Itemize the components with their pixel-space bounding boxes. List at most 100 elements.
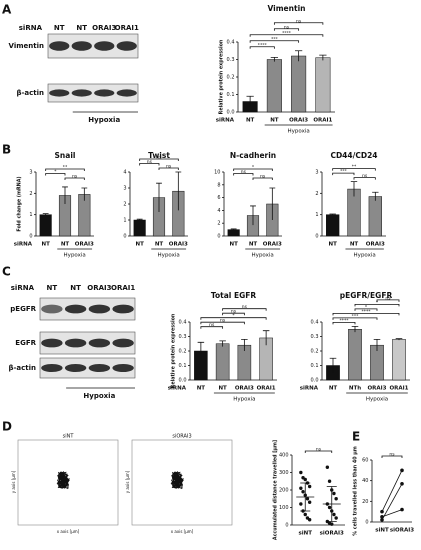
y-axis-label: Relative protein expression (171, 313, 177, 388)
error-bar (175, 171, 182, 211)
error-bar (136, 218, 143, 221)
group-label: Hypoxia (354, 253, 376, 259)
panel-label: D (2, 420, 12, 434)
pair-line (381, 509, 403, 518)
blot-band (112, 364, 134, 372)
y-tick-label: 0.1 (179, 363, 187, 369)
y-tick-label: 8 (217, 182, 220, 188)
x-prefix: siRNA (300, 386, 319, 392)
blot-band (64, 338, 87, 348)
blot-band (41, 364, 63, 372)
data-point (299, 486, 303, 490)
data-point (303, 477, 307, 482)
x-tick-label: NT (328, 242, 337, 248)
y-tick-label: 200 (279, 488, 289, 494)
data-point (330, 522, 334, 526)
panel-label: A (2, 3, 12, 17)
x-tick-label: NT (229, 242, 238, 248)
bar (291, 55, 307, 113)
sig-bracket (249, 46, 275, 49)
group-label: Hypoxia (288, 129, 310, 135)
sig-label: ns (72, 175, 78, 180)
data-point (299, 470, 303, 475)
y-tick-label: 3 (29, 170, 32, 176)
blot-frame (39, 297, 136, 321)
data-point (400, 507, 404, 512)
y-tick-label: 0.4 (179, 320, 187, 326)
x-tick-label: NT (246, 118, 255, 124)
blot-band (41, 338, 63, 348)
sig-bracket (332, 317, 378, 320)
x-prefix: siRNA (14, 242, 33, 248)
sig-label: ** (63, 165, 68, 171)
sig-bracket (252, 177, 273, 180)
x-tick-label: siORAI3 (320, 531, 344, 537)
y-tick-label: 300 (279, 470, 289, 476)
y-tick-label: 1 (123, 218, 126, 224)
sig-bracket (200, 326, 224, 329)
x-tick-label: NT (218, 386, 227, 392)
sig-bracket (139, 163, 160, 166)
y-tick-label: 0.0 (311, 378, 319, 384)
blot-row-label: β-actin (8, 364, 36, 372)
sig-label: ns (316, 448, 322, 453)
sig-bracket (376, 299, 400, 302)
bar (315, 57, 331, 113)
sig-label: ns (220, 319, 226, 324)
chart-title: pEGFR/EGFR (340, 291, 393, 300)
y-tick-label: 0 (315, 234, 318, 240)
data-point (334, 516, 338, 520)
sig-label: ns (385, 296, 391, 301)
data-point (380, 518, 384, 522)
sig-bracket (304, 450, 333, 453)
blot-band (94, 89, 115, 97)
y-tick-label: 0.0 (179, 378, 187, 384)
y-axis-label: % cells travelled less than 40 µm (353, 446, 359, 536)
lane-label: NT (54, 24, 65, 32)
y-tick-label: 3 (123, 186, 126, 192)
sig-bracket (200, 317, 267, 320)
sig-bracket (381, 455, 403, 458)
sig-bracket (222, 308, 267, 311)
bar (348, 329, 362, 381)
sig-label: ns (242, 305, 248, 310)
data-point (327, 479, 332, 483)
sig-bracket (273, 28, 300, 31)
error-bar (372, 191, 379, 201)
y-tick-label: 0.1 (311, 363, 319, 369)
sig-label: *** (271, 36, 279, 42)
lane-label: ORAI3 (92, 24, 116, 32)
sig-label: ns (156, 156, 162, 161)
error-bar (241, 339, 248, 351)
bar (227, 229, 240, 237)
y-tick-label: 0.3 (227, 57, 235, 63)
y-axis-label: Fold change (mRNA) (17, 176, 23, 231)
sig-label: ns (241, 170, 247, 175)
sig-bracket (249, 40, 300, 43)
track-title: siORAI3 (172, 434, 191, 440)
track-path (57, 476, 67, 489)
chart-title: Vimentin (268, 4, 306, 13)
sig-label: ns (362, 174, 368, 179)
bar (326, 214, 340, 237)
panel-label: C (2, 265, 11, 279)
track-path (173, 471, 180, 481)
blot-frame (39, 331, 136, 355)
data-point (303, 512, 307, 517)
x-tick-label: ORAI3 (75, 242, 94, 248)
x-tick-label: siNT (375, 528, 389, 534)
y-tick-label: 0 (285, 523, 288, 529)
x-tick-label: ORAI3 (263, 242, 282, 248)
y-tick-label: 0.4 (227, 40, 235, 46)
sig-label: *** (352, 313, 360, 319)
sig-bracket (353, 177, 376, 180)
y-tick-label: 3 (315, 170, 318, 176)
chart-title: Twist (148, 151, 170, 160)
chart-title: Snail (55, 151, 76, 160)
data-point (327, 505, 332, 510)
x-tick-label: ORAI1 (313, 118, 332, 124)
y-tick-label: 0.2 (227, 75, 235, 81)
sig-bracket (45, 168, 85, 171)
x-tick-label: siORAI3 (390, 528, 414, 534)
lane-label: NT (47, 284, 58, 292)
